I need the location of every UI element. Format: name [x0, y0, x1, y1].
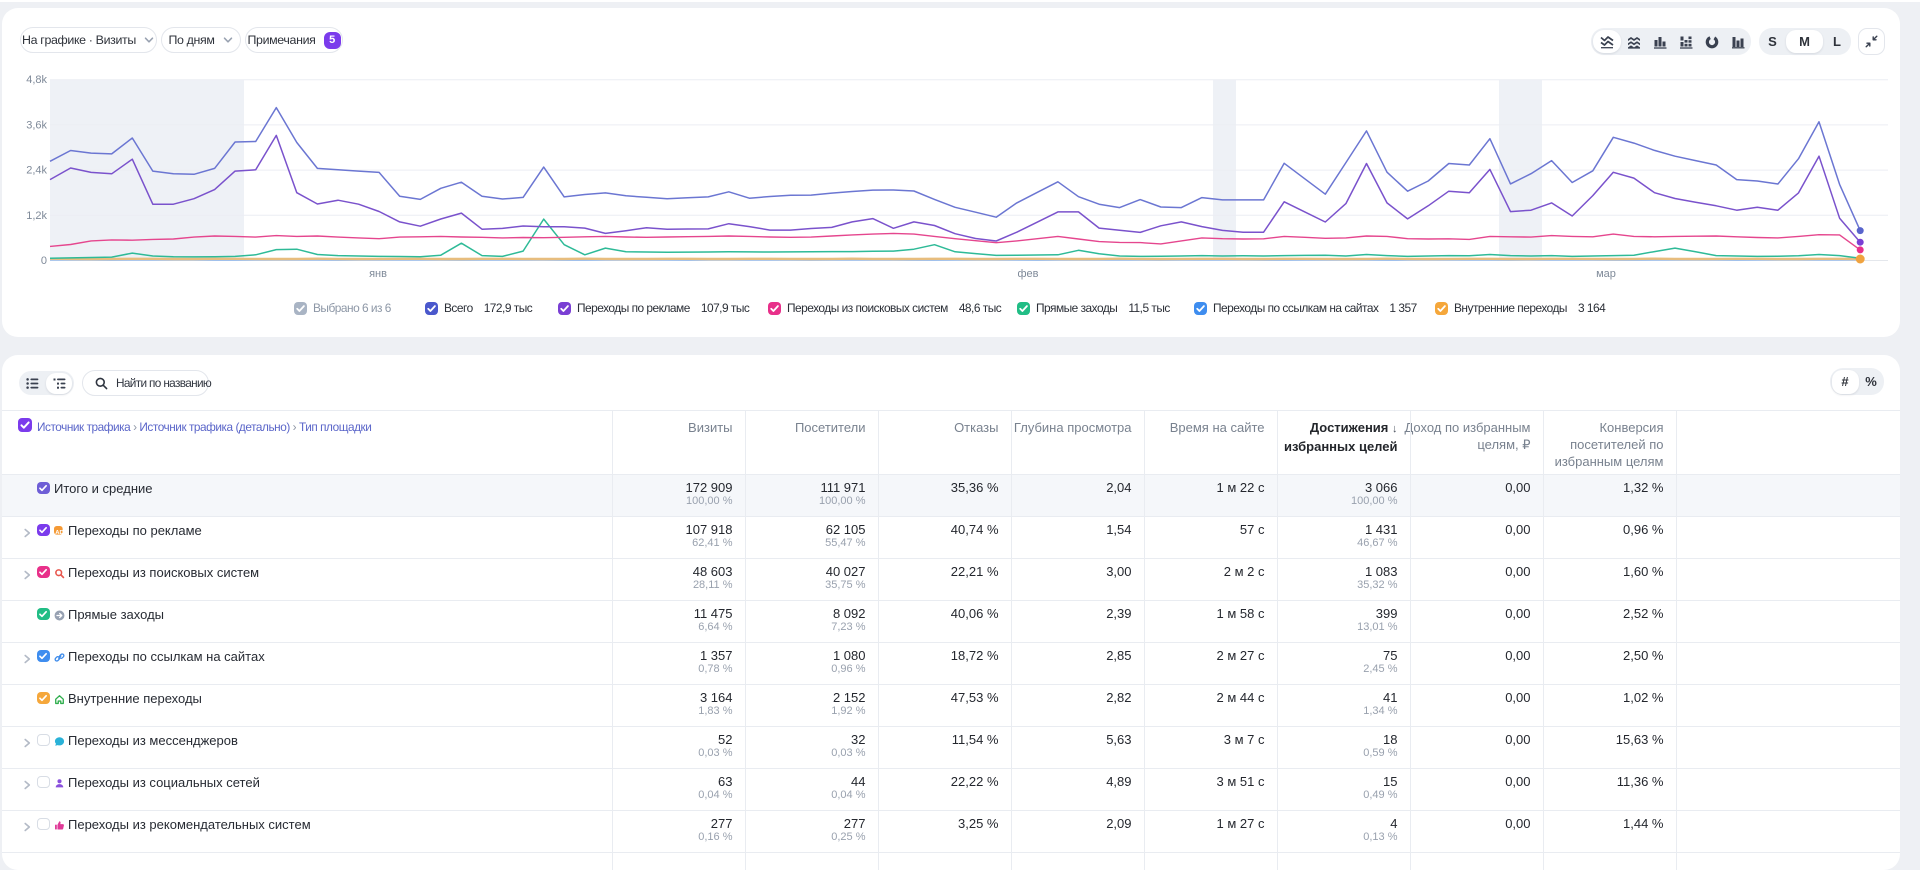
svg-text:1,2k: 1,2k	[26, 210, 47, 222]
svg-text:0: 0	[41, 255, 47, 267]
svg-text:фев: фев	[1017, 268, 1038, 280]
svg-text:янв: янв	[369, 268, 387, 280]
svg-text:4,8k: 4,8k	[26, 74, 47, 86]
svg-text:мар: мар	[1596, 268, 1616, 280]
svg-text:2,4k: 2,4k	[26, 165, 47, 177]
svg-text:AD: AD	[55, 530, 64, 536]
svg-text:3,6k: 3,6k	[26, 119, 47, 131]
